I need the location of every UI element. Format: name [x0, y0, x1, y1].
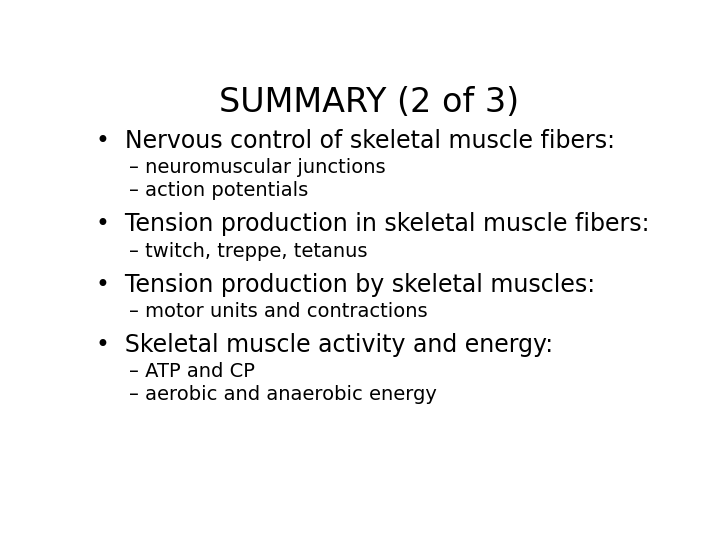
Text: – action potentials: – action potentials — [129, 181, 308, 200]
Text: – aerobic and anaerobic energy: – aerobic and anaerobic energy — [129, 385, 437, 404]
Text: •  Skeletal muscle activity and energy:: • Skeletal muscle activity and energy: — [96, 333, 553, 357]
Text: •  Tension production by skeletal muscles:: • Tension production by skeletal muscles… — [96, 273, 595, 296]
Text: SUMMARY (2 of 3): SUMMARY (2 of 3) — [219, 85, 519, 119]
Text: – neuromuscular junctions: – neuromuscular junctions — [129, 158, 386, 177]
Text: •  Nervous control of skeletal muscle fibers:: • Nervous control of skeletal muscle fib… — [96, 129, 615, 153]
Text: – ATP and CP: – ATP and CP — [129, 362, 255, 381]
Text: •  Tension production in skeletal muscle fibers:: • Tension production in skeletal muscle … — [96, 212, 649, 237]
Text: – motor units and contractions: – motor units and contractions — [129, 302, 428, 321]
Text: – twitch, treppe, tetanus: – twitch, treppe, tetanus — [129, 241, 368, 260]
